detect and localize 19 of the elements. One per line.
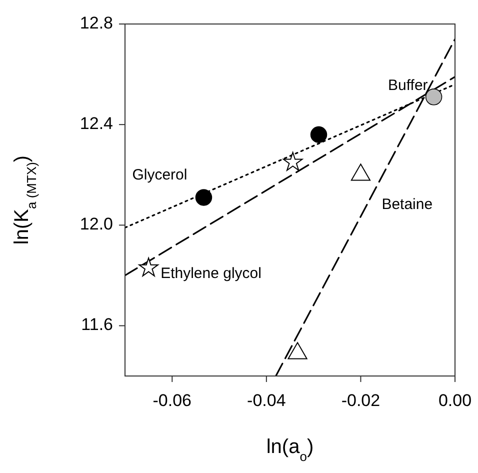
y-tick-label: 12.4 [80, 114, 113, 134]
series-label: Glycerol [132, 166, 188, 184]
series-label: Buffer [388, 76, 428, 94]
y-tick-label: 12.0 [80, 214, 113, 234]
point [138, 257, 158, 276]
x-tick-label: -0.06 [152, 391, 192, 410]
point [310, 126, 328, 143]
x-tick-label: -0.02 [341, 391, 380, 410]
point [282, 152, 303, 171]
y-tick-label: 12.8 [80, 13, 113, 32]
x-tick-label: 0.00 [438, 391, 472, 410]
y-tick-label: 11.6 [81, 315, 113, 334]
series-label: Betaine [382, 196, 433, 213]
point [425, 88, 442, 106]
series-label: Ethylene glycol [160, 264, 262, 282]
x-tick-label: -0.04 [247, 391, 286, 410]
point [195, 189, 212, 206]
x-axis-title: ln(a$_{o}$) [266, 436, 314, 464]
point [288, 342, 308, 360]
